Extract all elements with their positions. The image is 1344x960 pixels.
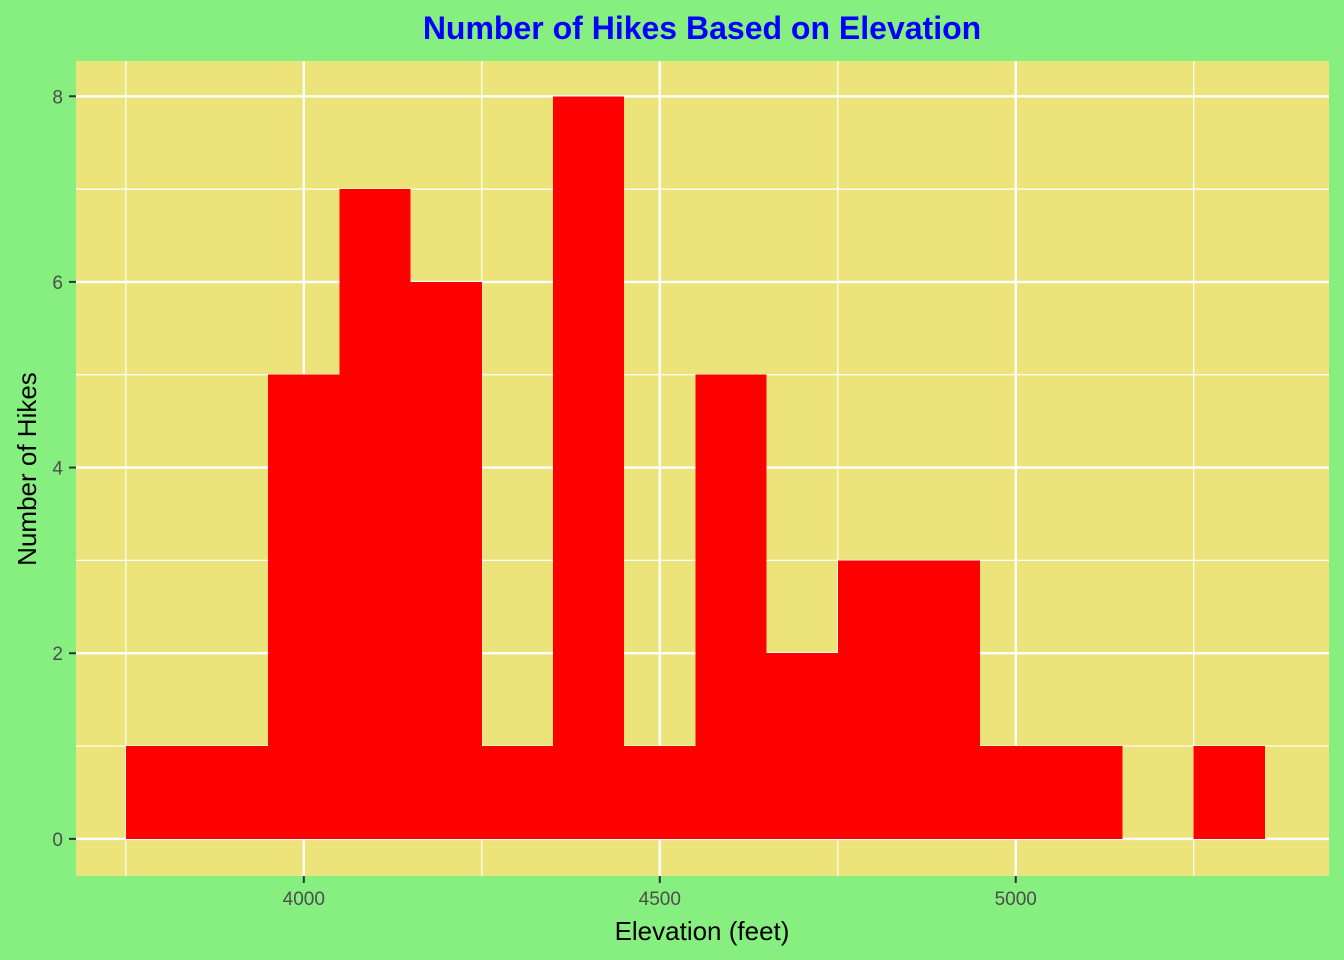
histogram-bar xyxy=(410,281,482,839)
y-tick-label: 2 xyxy=(52,644,63,665)
x-tick-label: 4000 xyxy=(283,889,325,910)
histogram-bar xyxy=(268,374,340,839)
histogram-bars xyxy=(125,96,1265,839)
y-tick-label: 6 xyxy=(52,273,63,294)
histogram-bar xyxy=(1051,746,1123,839)
histogram-bar xyxy=(125,746,198,839)
histogram-bar xyxy=(908,560,981,839)
chart-title: Number of Hikes Based on Elevation xyxy=(423,10,981,46)
x-axis: 4000 4500 5000 xyxy=(283,876,1037,910)
histogram-bar xyxy=(481,746,553,839)
histogram-bar xyxy=(980,746,1052,839)
y-tick-label: 8 xyxy=(52,87,63,108)
histogram-bar xyxy=(197,746,269,839)
histogram-bar xyxy=(1193,746,1265,839)
histogram-bar xyxy=(837,560,909,839)
histogram-bar xyxy=(624,746,696,839)
y-axis: 0 2 4 6 8 xyxy=(52,87,76,851)
y-tick-label: 0 xyxy=(52,830,63,851)
histogram-bar xyxy=(552,96,625,839)
histogram-bar xyxy=(766,653,838,839)
y-tick-label: 4 xyxy=(52,459,63,480)
histogram-bar xyxy=(695,374,767,839)
x-tick-label: 4500 xyxy=(639,889,681,910)
histogram-bar xyxy=(339,189,411,839)
y-axis-title: Number of Hikes xyxy=(12,372,42,566)
x-axis-title: Elevation (feet) xyxy=(615,916,790,946)
x-tick-label: 5000 xyxy=(995,889,1037,910)
